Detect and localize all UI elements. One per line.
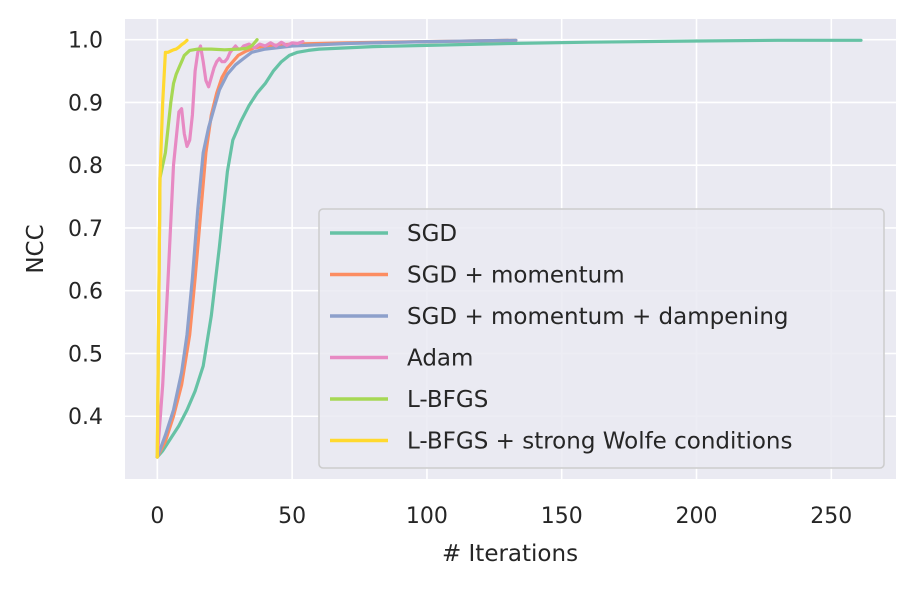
x-tick-label: 250	[810, 504, 852, 529]
series-line-5	[155, 38, 189, 459]
y-tick-label: 0.5	[68, 342, 103, 367]
series-line-0	[155, 38, 863, 459]
series-lines	[155, 38, 863, 459]
y-tick-label: 0.7	[68, 217, 103, 242]
legend-label-0: SGD	[407, 221, 457, 247]
y-tick-label: 0.9	[68, 91, 103, 116]
legend-box	[318, 208, 885, 469]
legend-label-2: SGD + momentum + dampening	[407, 304, 789, 330]
legend-label-5: L-BFGS + strong Wolfe conditions	[407, 429, 792, 455]
legend: SGD SGD + momentum SGD + momentum + dampen…	[318, 208, 885, 469]
x-tick-labels: 0 50 100 150 200 250	[150, 504, 852, 529]
y-tick-label: 1.0	[68, 29, 103, 54]
x-tick-label: 0	[150, 504, 164, 529]
x-tick-label: 100	[406, 504, 448, 529]
x-tick-label: 150	[541, 504, 583, 529]
series-line-3	[155, 39, 305, 459]
x-axis-title: # Iterations	[442, 541, 578, 567]
y-tick-label: 0.6	[68, 280, 103, 305]
legend-label-4: L-BFGS	[407, 387, 488, 413]
x-tick-label: 200	[676, 504, 718, 529]
series-line-4	[155, 38, 259, 459]
y-tick-label: 0.8	[68, 154, 103, 179]
x-tick-label: 50	[278, 504, 306, 529]
y-tick-labels: 0.4 0.5 0.6 0.7 0.8 0.9 1.0	[68, 29, 103, 431]
y-axis-title: NCC	[23, 224, 49, 273]
y-tick-label: 0.4	[68, 405, 103, 430]
legend-label-1: SGD + momentum	[407, 263, 625, 289]
legend-label-3: Adam	[407, 346, 473, 372]
